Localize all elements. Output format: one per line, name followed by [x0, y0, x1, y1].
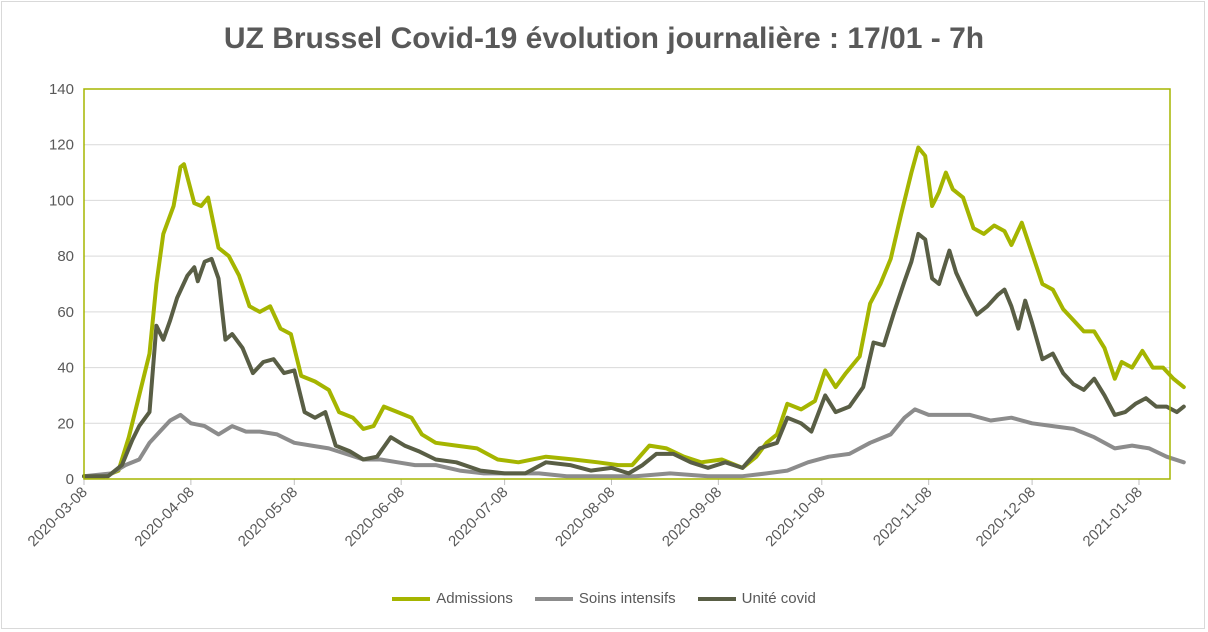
y-tick-label: 120 [49, 137, 74, 154]
legend-swatch [534, 596, 573, 601]
legend-item: Admissions [392, 590, 513, 607]
y-tick-label: 20 [57, 415, 74, 432]
chart-title: UZ Brussel Covid-19 évolution journalièr… [223, 22, 985, 55]
legend-item: Unité covid [697, 590, 816, 607]
series-line-admissions [82, 145, 1186, 479]
legend-item: Soins intensifs [534, 590, 676, 607]
x-tick-label: 2020-03-08 [25, 484, 91, 550]
legend-swatch [697, 596, 736, 601]
x-tick-label: 2020-11-08 [870, 484, 935, 549]
y-tick-label: 80 [57, 248, 74, 265]
x-tick-label: 2020-04-08 [131, 484, 197, 550]
y-tick-label: 100 [49, 192, 74, 209]
x-tick-label: 2020-05-08 [235, 484, 301, 550]
x-tick-label: 2020-08-08 [552, 484, 618, 550]
x-tick-label: 2020-09-08 [659, 484, 725, 550]
x-tick-label: 2020-06-08 [342, 484, 408, 550]
series-line-unité-covid [82, 231, 1186, 479]
series-line-soins-intensifs [82, 407, 1186, 479]
legend-label: Unité covid [741, 590, 816, 607]
y-tick-label: 140 [49, 81, 74, 98]
x-tick-label: 2020-10-08 [762, 484, 828, 550]
y-tick-label: 0 [66, 471, 74, 488]
x-tick-label: 2020-07-08 [445, 484, 511, 550]
x-tick-label: 2021-01-08 [1080, 484, 1146, 550]
legend-label: Admissions [436, 590, 513, 607]
y-tick-label: 60 [57, 304, 74, 321]
plot-border [83, 88, 1171, 480]
y-tick-label: 40 [57, 360, 74, 377]
chart-legend: Admissions Soins intensifs Unité covid [0, 590, 1208, 607]
legend-label: Soins intensifs [578, 590, 676, 607]
legend-swatch [392, 596, 431, 601]
x-tick-label: 2020-12-08 [973, 484, 1039, 550]
